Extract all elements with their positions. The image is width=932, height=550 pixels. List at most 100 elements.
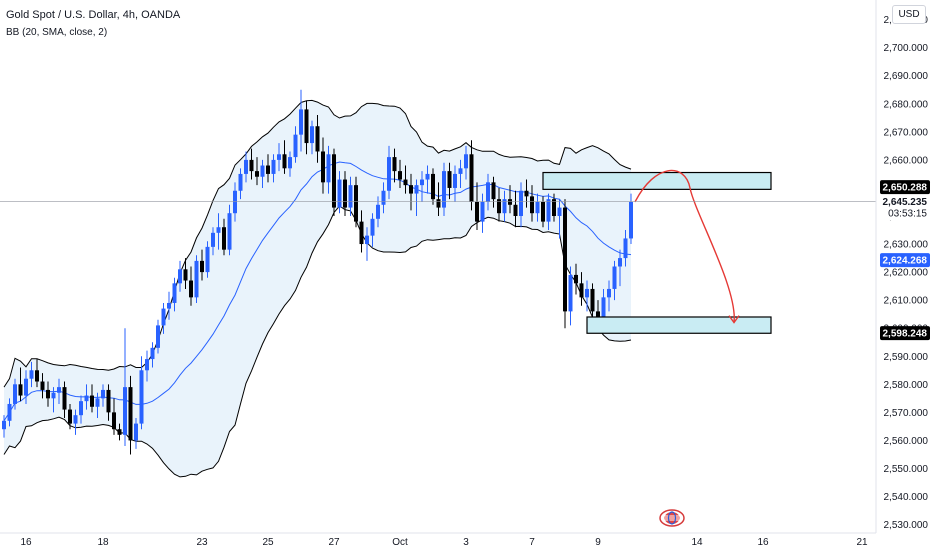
- candle-body: [530, 196, 534, 214]
- y-tick-label: 2,680.000: [884, 99, 929, 110]
- candle: [304, 100, 309, 155]
- candle-body: [266, 165, 270, 174]
- candle-body: [612, 266, 617, 289]
- candle-body: [431, 173, 435, 200]
- price-tag-box: [880, 194, 930, 221]
- candle: [414, 179, 419, 217]
- candle: [618, 249, 622, 287]
- candle: [574, 263, 578, 295]
- price-tag-box: [880, 253, 930, 268]
- candle-body: [480, 201, 485, 222]
- y-tick-label: 2,610.000: [884, 296, 929, 307]
- price-tag-box: [880, 180, 930, 195]
- y-tick-label: 2,530.000: [884, 520, 929, 531]
- candle: [84, 384, 89, 410]
- y-tick-label: 2,560.000: [884, 436, 929, 447]
- candle-body: [497, 199, 501, 214]
- candle-body: [282, 154, 287, 169]
- candle: [409, 173, 413, 211]
- indicator-label: BB (20, SMA, close, 2): [6, 27, 108, 38]
- candle-body: [161, 308, 166, 326]
- x-tick-label: 23: [196, 537, 208, 548]
- candle-body: [238, 173, 243, 191]
- candle-body: [348, 185, 353, 208]
- candle-body: [29, 370, 34, 379]
- candle: [359, 210, 364, 253]
- y-tick-label: 2,630.000: [884, 240, 929, 251]
- candle-body: [277, 154, 281, 160]
- x-tick-label: 14: [691, 537, 703, 548]
- candle-body: [106, 389, 111, 413]
- candle-body: [145, 359, 149, 371]
- candle: [299, 89, 303, 152]
- candle: [398, 159, 402, 188]
- candle: [29, 361, 34, 388]
- y-tick-label: 2,660.000: [884, 155, 929, 166]
- candle: [255, 157, 259, 186]
- candle: [288, 151, 292, 177]
- candle-body: [95, 398, 100, 407]
- y-tick-label: 2,570.000: [884, 408, 929, 419]
- candle: [447, 162, 452, 200]
- candle-body: [425, 173, 430, 180]
- price-tag-box: [880, 326, 930, 341]
- candle: [266, 154, 270, 183]
- candle: [18, 367, 23, 402]
- candle-body: [436, 199, 441, 208]
- candle: [244, 151, 248, 183]
- y-tick-label: 2,620.000: [884, 268, 929, 279]
- candle-body: [442, 171, 446, 208]
- candle-body: [222, 227, 226, 250]
- candle: [475, 182, 479, 231]
- candle: [563, 199, 567, 329]
- candle: [590, 283, 595, 320]
- candle: [282, 140, 287, 174]
- candle: [2, 415, 6, 438]
- price-tag-label: 2,645.235: [883, 197, 928, 208]
- candle-body: [359, 221, 364, 245]
- candle: [530, 185, 534, 222]
- candle: [403, 165, 408, 194]
- candle-body: [216, 227, 221, 233]
- candle: [623, 230, 628, 267]
- x-tick-label: 18: [97, 537, 109, 548]
- candle-body: [370, 218, 375, 236]
- candle: [35, 359, 39, 388]
- x-tick-label: 16: [757, 537, 769, 548]
- candle: [139, 356, 144, 430]
- candle-body: [321, 151, 325, 183]
- candle-body: [315, 126, 320, 152]
- currency-button[interactable]: USD: [892, 5, 926, 24]
- candle: [502, 190, 507, 222]
- y-tick-label: 2,700.000: [884, 43, 929, 54]
- candle: [321, 137, 325, 194]
- candle: [62, 381, 67, 418]
- candle-body: [79, 401, 83, 416]
- candle: [7, 398, 12, 427]
- candle: [90, 384, 94, 413]
- candle: [161, 302, 166, 334]
- candle-body: [128, 387, 133, 441]
- candle: [40, 373, 45, 399]
- candle-body: [629, 201, 633, 239]
- candle-body: [189, 280, 193, 298]
- candle-body: [585, 288, 589, 298]
- candle-body: [134, 423, 138, 441]
- candle-body: [420, 179, 424, 186]
- candle: [57, 378, 61, 404]
- candle-body: [607, 288, 611, 298]
- symbol-title: Gold Spot / U.S. Dollar, 4h, OANDA: [6, 9, 181, 21]
- candle-body: [211, 232, 215, 247]
- candle: [354, 176, 358, 228]
- candle-body: [172, 283, 177, 303]
- y-tick-label: 2,540.000: [884, 492, 929, 503]
- candle-body: [398, 171, 402, 180]
- candle: [112, 398, 116, 435]
- candle: [546, 193, 551, 231]
- candle: [469, 140, 474, 211]
- candle-body: [51, 392, 56, 399]
- candle: [205, 241, 210, 278]
- candle-body: [178, 269, 182, 284]
- candle-body: [453, 173, 457, 188]
